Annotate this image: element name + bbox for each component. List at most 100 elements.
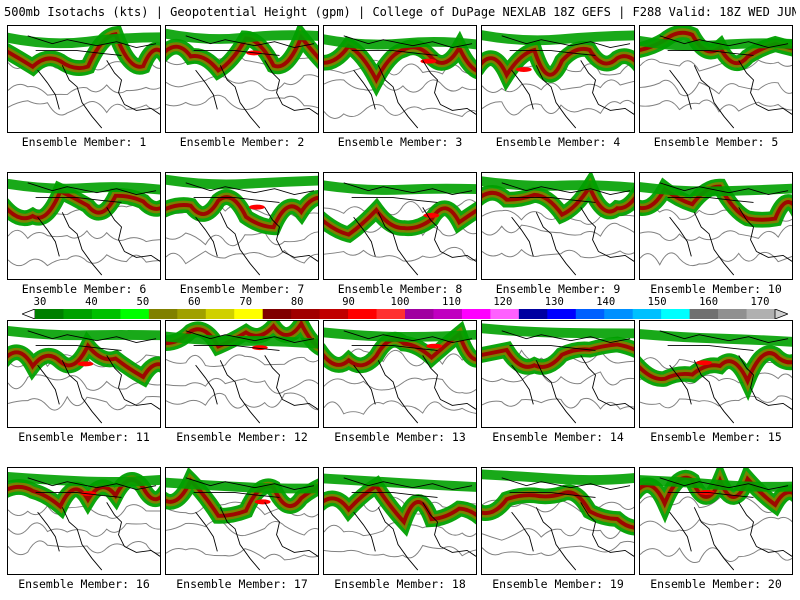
- ensemble-member-label: Ensemble Member: 4: [495, 135, 621, 149]
- colorbar-swatch: [291, 309, 321, 319]
- colorbar-swatch: [632, 309, 662, 319]
- colorbar-swatch: [604, 309, 634, 319]
- colorbar-tick-label: 120: [493, 296, 513, 308]
- coastline: [219, 65, 261, 129]
- ensemble-map: [640, 177, 792, 276]
- colorbar-tick-label: 70: [239, 296, 253, 308]
- coastline: [598, 546, 634, 557]
- ensemble-member-label: Ensemble Member: 3: [337, 135, 463, 149]
- jet-isotach-band: [482, 469, 634, 485]
- colorbar-tick-label: 170: [750, 296, 770, 308]
- ensemble-map: [324, 321, 476, 424]
- coastline: [106, 207, 125, 252]
- height-contour: [324, 104, 476, 119]
- ensemble-map: [324, 30, 476, 129]
- ensemble-map: [482, 323, 634, 424]
- coastline: [535, 360, 577, 424]
- coastline: [422, 502, 441, 547]
- coastline: [509, 492, 596, 498]
- ensemble-map: [166, 174, 318, 276]
- height-contour: [640, 395, 792, 409]
- coastline: [377, 65, 419, 129]
- coastline: [659, 182, 789, 196]
- jet-isotach-band: [8, 342, 160, 380]
- coastline: [37, 511, 60, 552]
- jet-isotach-band: [324, 473, 476, 492]
- jet-isotach-band: [640, 35, 792, 51]
- ensemble-map-panel: [481, 172, 635, 280]
- jet-isotach-band: [482, 176, 634, 193]
- ensemble-member-label: Ensemble Member: 5: [653, 135, 779, 149]
- jet-isotach-band: [640, 475, 792, 492]
- coastline: [501, 477, 631, 491]
- ensemble-member-label: Ensemble Member: 19: [492, 577, 624, 591]
- coastline: [195, 364, 218, 405]
- coastline: [124, 251, 160, 262]
- jet-isotach-band: [166, 195, 318, 230]
- coastline: [195, 511, 218, 552]
- jet-isotach-band: [482, 46, 634, 80]
- coastline: [501, 182, 631, 196]
- colorbar-swatch: [177, 309, 207, 319]
- jet-isotach-band: [166, 331, 318, 349]
- height-contour: [482, 371, 634, 386]
- ensemble-map: [8, 472, 160, 571]
- height-contour: [166, 392, 318, 411]
- colorbar-swatch: [120, 309, 150, 319]
- coastline: [195, 216, 218, 257]
- colorbar-tick-label: 60: [187, 296, 201, 308]
- coastline: [124, 104, 160, 115]
- coastline: [351, 197, 438, 203]
- ensemble-map-panel: [481, 320, 635, 428]
- colorbar-swatch: [490, 309, 520, 319]
- height-contour: [482, 79, 634, 93]
- ensemble-map-panel: [639, 172, 793, 280]
- coastline: [440, 399, 476, 410]
- ensemble-map: [8, 26, 160, 129]
- colorbar-arrow-left: [22, 309, 36, 319]
- ensemble-map-panel: [7, 320, 161, 428]
- coastline: [738, 355, 757, 400]
- jet-isotach-band: [324, 206, 476, 237]
- height-contour: [640, 79, 792, 97]
- coastline: [598, 251, 634, 262]
- colorbar-swatch: [35, 309, 64, 319]
- ensemble-member-label: Ensemble Member: 17: [176, 577, 308, 591]
- height-contour: [8, 522, 160, 537]
- colorbar-tick-label: 110: [441, 296, 461, 308]
- height-contour: [8, 395, 160, 411]
- colorbar-arrow-right: [774, 309, 788, 319]
- coastline: [106, 60, 125, 105]
- ensemble-member-label: Ensemble Member: 13: [334, 430, 466, 444]
- height-contour: [8, 254, 160, 267]
- coastline: [27, 35, 157, 49]
- ensemble-member-label: Ensemble Member: 16: [18, 577, 150, 591]
- coastline: [580, 502, 599, 547]
- ensemble-map-panel: [165, 467, 319, 575]
- jet-isotach-band: [166, 28, 318, 44]
- colorbar-swatch: [205, 309, 235, 319]
- ensemble-map: [166, 321, 318, 424]
- coastline: [669, 364, 692, 405]
- coastline: [124, 399, 160, 410]
- jet-isotach-band: [640, 182, 792, 197]
- coastline: [185, 182, 315, 196]
- jet-core: [254, 499, 271, 505]
- jet-isotach-band: [324, 34, 476, 50]
- coastline: [61, 212, 103, 276]
- ensemble-map: [8, 178, 160, 276]
- height-contour: [324, 246, 476, 262]
- coastline: [580, 355, 599, 400]
- colorbar-swatch: [91, 309, 121, 319]
- height-contour: [8, 229, 160, 243]
- colorbar-swatch: [376, 309, 406, 319]
- coastline: [580, 60, 599, 105]
- coastline: [511, 364, 534, 405]
- chart-title: 500mb Isotachs (kts) | Geopotential Heig…: [4, 5, 796, 19]
- jet-isotach-band: [166, 174, 318, 190]
- jet-core: [249, 204, 265, 210]
- coastline: [738, 502, 757, 547]
- ensemble-member-label: Ensemble Member: 15: [650, 430, 782, 444]
- ensemble-map-panel: [7, 25, 161, 133]
- height-contour: [324, 59, 476, 76]
